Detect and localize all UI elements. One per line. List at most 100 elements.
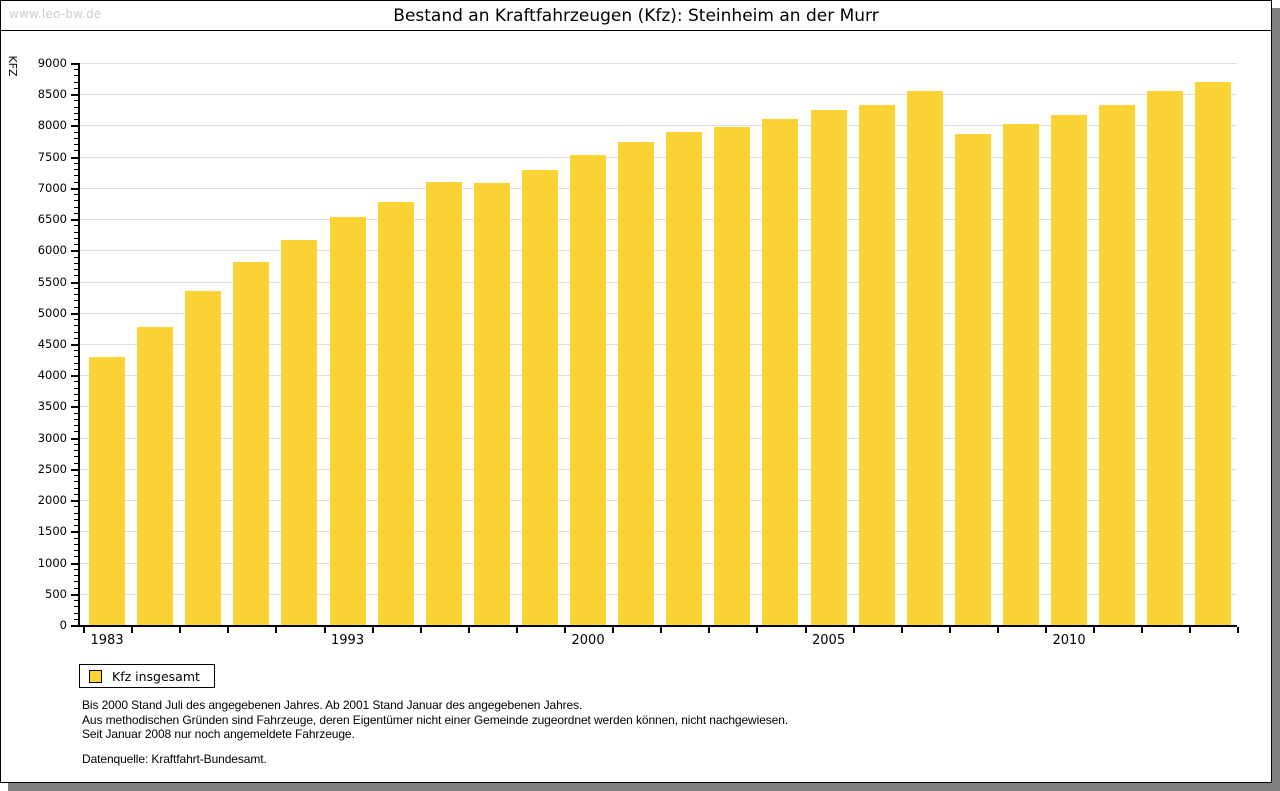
x-boundary-tick: [660, 627, 663, 633]
y-major-tick: [71, 282, 78, 284]
y-minor-tick: [74, 225, 78, 226]
footnote-line-3: Seit Januar 2008 nur noch angemeldete Fa…: [82, 727, 355, 741]
y-minor-tick: [74, 82, 78, 83]
y-minor-tick: [74, 307, 78, 308]
y-minor-tick: [74, 325, 78, 326]
y-major-tick: [71, 157, 78, 159]
bar-2000: [570, 155, 607, 625]
y-grid-line: [80, 282, 1237, 283]
footnote-line-2: Aus methodischen Gründen sind Fahrzeuge,…: [82, 712, 789, 727]
y-minor-tick: [74, 494, 78, 495]
y-minor-tick: [74, 544, 78, 545]
bar-2007: [906, 91, 943, 625]
y-minor-tick: [74, 294, 78, 295]
y-grid-line: [80, 438, 1237, 439]
x-boundary-tick: [756, 627, 759, 633]
y-minor-tick: [74, 113, 78, 114]
y-minor-tick: [74, 244, 78, 245]
x-boundary-tick: [371, 627, 374, 633]
x-boundary-tick: [804, 627, 807, 633]
legend: Kfz insgesamt: [79, 664, 215, 688]
y-major-tick: [71, 219, 78, 221]
y-minor-tick: [74, 463, 78, 464]
y-grid-line: [80, 594, 1237, 595]
y-major-tick: [71, 563, 78, 565]
y-grid-line: [80, 250, 1237, 251]
x-boundary-tick: [1189, 627, 1192, 633]
y-minor-tick: [74, 107, 78, 108]
drop-shadow-bottom: [8, 783, 1272, 791]
footnotes: Bis 2000 Stand Juli des angegebenen Jahr…: [82, 698, 788, 766]
y-major-tick: [71, 250, 78, 252]
y-tick-label: 500: [45, 586, 67, 601]
y-grid-line: [80, 406, 1237, 407]
y-tick-label: 6500: [37, 212, 67, 227]
x-tick-label: 2000: [571, 633, 605, 648]
y-major-tick: [71, 188, 78, 190]
y-minor-tick: [74, 288, 78, 289]
y-minor-tick: [74, 475, 78, 476]
y-minor-tick: [74, 388, 78, 389]
bar-1991: [281, 240, 318, 625]
y-minor-tick: [74, 163, 78, 164]
data-source: Datenquelle: Kraftfahrt-Bundesamt.: [82, 751, 267, 766]
chart-title: Bestand an Kraftfahrzeugen (Kfz): Steinh…: [393, 6, 879, 26]
y-minor-tick: [74, 488, 78, 489]
y-minor-tick: [74, 319, 78, 320]
y-minor-tick: [74, 556, 78, 557]
y-minor-tick: [74, 88, 78, 89]
y-tick-label: 6000: [37, 243, 67, 258]
x-tick-label: 2010: [1052, 633, 1086, 648]
y-minor-tick: [74, 69, 78, 70]
y-minor-tick: [74, 600, 78, 601]
x-boundary-tick: [1045, 627, 1047, 633]
y-minor-tick: [74, 538, 78, 539]
x-boundary-tick: [852, 627, 855, 633]
y-grid-line: [80, 563, 1237, 564]
y-tick-label: 8500: [37, 87, 67, 102]
y-major-tick: [71, 531, 78, 533]
legend-swatch-icon: [89, 669, 102, 683]
bar-2012: [1147, 91, 1184, 625]
y-tick-label: 5500: [37, 274, 67, 289]
y-minor-tick: [74, 400, 78, 401]
y-grid-line: [80, 63, 1237, 64]
x-tick-label: 2005: [812, 633, 846, 648]
y-minor-tick: [74, 588, 78, 589]
y-tick-label: 9000: [37, 56, 67, 70]
y-minor-tick: [74, 150, 78, 151]
y-major-tick: [71, 375, 78, 377]
bar-1995: [377, 201, 414, 625]
y-minor-tick: [74, 450, 78, 451]
x-tick-label: 1983: [90, 633, 124, 648]
y-minor-tick: [74, 606, 78, 607]
x-boundary-tick: [83, 627, 85, 633]
y-major-tick: [71, 125, 78, 127]
bar-2008: [954, 134, 991, 625]
y-minor-tick: [74, 419, 78, 420]
y-minor-tick: [74, 431, 78, 432]
y-major-tick: [71, 406, 78, 408]
drop-shadow-right: [1272, 8, 1280, 791]
x-axis-line: [78, 625, 1237, 627]
bar-1983: [89, 357, 126, 625]
bar-2013: [1195, 81, 1232, 625]
legend-label: Kfz insgesamt: [112, 668, 200, 684]
y-major-tick: [71, 63, 78, 65]
y-minor-tick: [74, 100, 78, 101]
x-boundary-tick: [467, 627, 470, 633]
x-boundary-tick: [419, 627, 422, 633]
y-minor-tick: [74, 338, 78, 339]
y-minor-tick: [74, 575, 78, 576]
x-boundary-tick: [227, 627, 230, 633]
y-grid-line: [80, 344, 1237, 345]
x-boundary-tick: [564, 627, 566, 633]
y-minor-tick: [74, 138, 78, 139]
y-minor-tick: [74, 132, 78, 133]
y-tick-label: 8000: [37, 118, 67, 133]
y-minor-tick: [74, 550, 78, 551]
y-minor-tick: [74, 581, 78, 582]
bar-2004: [762, 119, 799, 625]
y-minor-tick: [74, 425, 78, 426]
x-boundary-tick: [275, 627, 278, 633]
